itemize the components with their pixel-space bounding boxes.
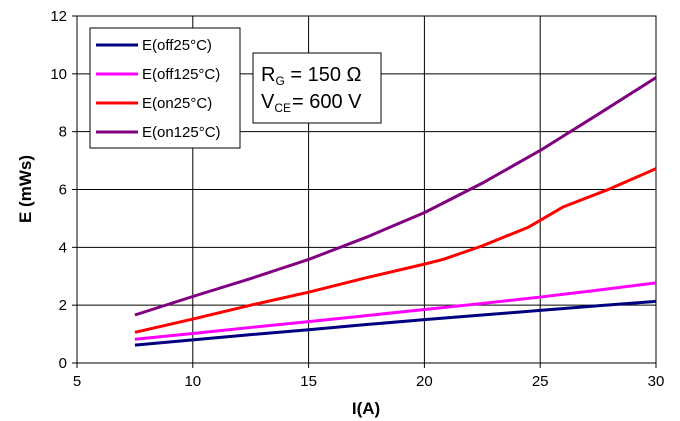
y-tick-label: 2	[59, 297, 67, 314]
series-layer	[134, 76, 657, 347]
series-line-3	[134, 167, 657, 334]
y-tick-label: 12	[50, 8, 67, 25]
tick-labels: 5 10 15 20 25 30 0 2 4 6 8 10 12	[50, 8, 664, 390]
legend: E(off25°C) E(off125°C) E(on25°C) E(on125°C)	[89, 27, 241, 149]
x-tick-label: 25	[532, 373, 549, 390]
y-tick-label: 10	[50, 66, 67, 83]
annotation: RG = 150 Ω VCE= 600 V	[252, 52, 382, 124]
y-tick-label: 0	[59, 355, 67, 372]
legend-label-3: E(on25°C)	[142, 95, 212, 112]
y-tick-label: 4	[59, 239, 67, 256]
legend-label-1: E(off25°C)	[142, 37, 212, 54]
annotation-rg: RG = 150 Ω	[261, 64, 362, 88]
series-line-1	[134, 299, 657, 347]
legend-box	[89, 27, 241, 149]
x-tick-label: 20	[416, 373, 433, 390]
legend-label-2: E(off125°C)	[142, 66, 220, 83]
legend-label-4: E(on125°C)	[142, 124, 221, 141]
x-tick-label: 5	[73, 373, 81, 390]
x-axis-title-main: I	[352, 399, 357, 418]
y-tick-label: 8	[59, 124, 67, 141]
x-tick-label: 30	[648, 373, 665, 390]
annotation-vce: VCE= 600 V	[261, 91, 362, 115]
y-tick-label: 6	[59, 182, 67, 199]
x-tick-label: 10	[184, 373, 201, 390]
x-axis-title-unit: (A)	[357, 399, 381, 418]
y-axis-title: E (mWs)	[16, 155, 35, 223]
x-tick-label: 15	[300, 373, 317, 390]
series-line-2	[134, 281, 657, 341]
series-line-4	[134, 76, 657, 317]
annotation-box	[252, 52, 382, 124]
x-axis-title: I(A)	[352, 399, 380, 418]
